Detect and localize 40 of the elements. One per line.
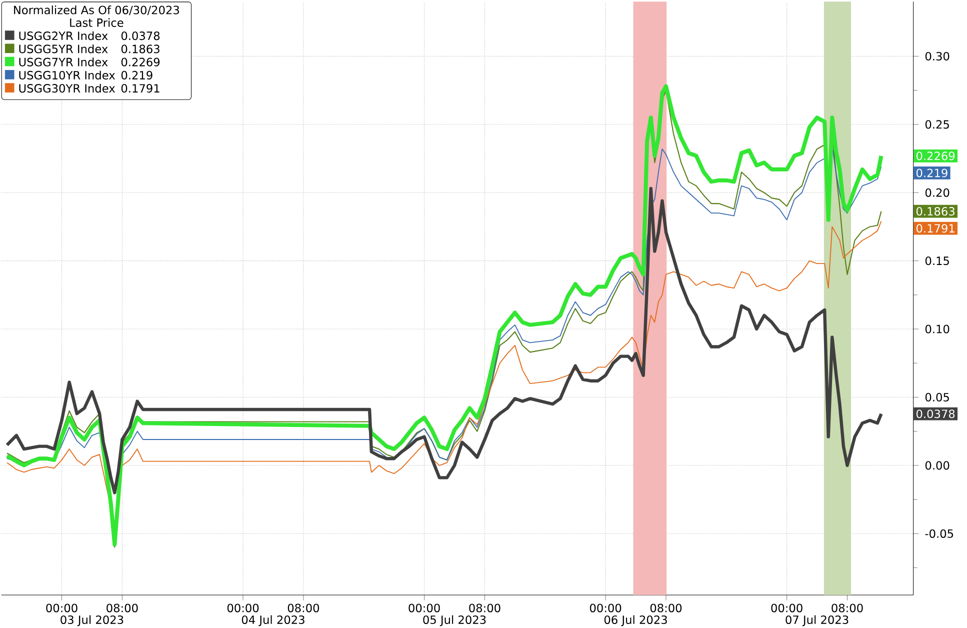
legend-label: USGG5YR Index (19, 44, 108, 54)
annotation: 0.2269 (121, 58, 160, 66)
x-tick-label: 00:00 (227, 604, 259, 612)
x-tick-label: 08:00 (650, 604, 682, 612)
legend-label: USGG2YR Index (19, 31, 108, 40)
text: 0.219 (916, 168, 948, 178)
x-tick-label: 08:00 (106, 604, 138, 612)
text: 0.0378 (916, 410, 955, 418)
y-tick-label: 0.25 (925, 120, 949, 129)
text: 07 Jul 2023 (786, 615, 848, 626)
y-tick-label: 0.00 (925, 461, 950, 470)
x-tick-label: 00:00 (46, 604, 78, 612)
text: 0.2269 (916, 152, 955, 160)
y-tick-label: 0.15 (925, 256, 949, 266)
x-tick-label: 00:00 (771, 604, 802, 612)
text: 04 Jul 2023 (242, 615, 304, 626)
legend-title: Last Price (70, 18, 124, 27)
legend-label: USGG30YR Index (19, 84, 115, 93)
chart-title: Normalized As Of 06/30/2023 (14, 6, 179, 16)
x-tick-label: 00:00 (408, 604, 440, 612)
y-tick-label: -0.05 (925, 529, 954, 538)
x-tick-label: 08:00 (288, 604, 320, 612)
y-tick-label: 0.10 (925, 324, 950, 334)
text: 0.1863 (916, 207, 954, 216)
text: 0.1791 (916, 224, 954, 233)
annotation: 0.1863 (121, 44, 160, 54)
x-tick-label: 08:00 (469, 604, 500, 612)
text: 05 Jul 2023 (423, 615, 486, 626)
y-tick-label: 0.20 (925, 188, 950, 197)
text: 03 Jul 2023 (60, 615, 124, 626)
x-tick-label: 00:00 (590, 604, 622, 612)
legend-label: USGG7YR Index (19, 58, 108, 66)
text: 06 Jul 2023 (604, 615, 667, 626)
y-tick-label: 0.30 (925, 52, 950, 61)
annotation: 0.1791 (121, 84, 160, 93)
annotation: 0.219 (121, 70, 152, 80)
annotation: 0.0378 (121, 32, 160, 40)
legend-label: USGG10YR Index (19, 70, 115, 80)
x-tick-label: 08:00 (832, 604, 863, 612)
y-tick-label: 0.05 (925, 392, 949, 402)
